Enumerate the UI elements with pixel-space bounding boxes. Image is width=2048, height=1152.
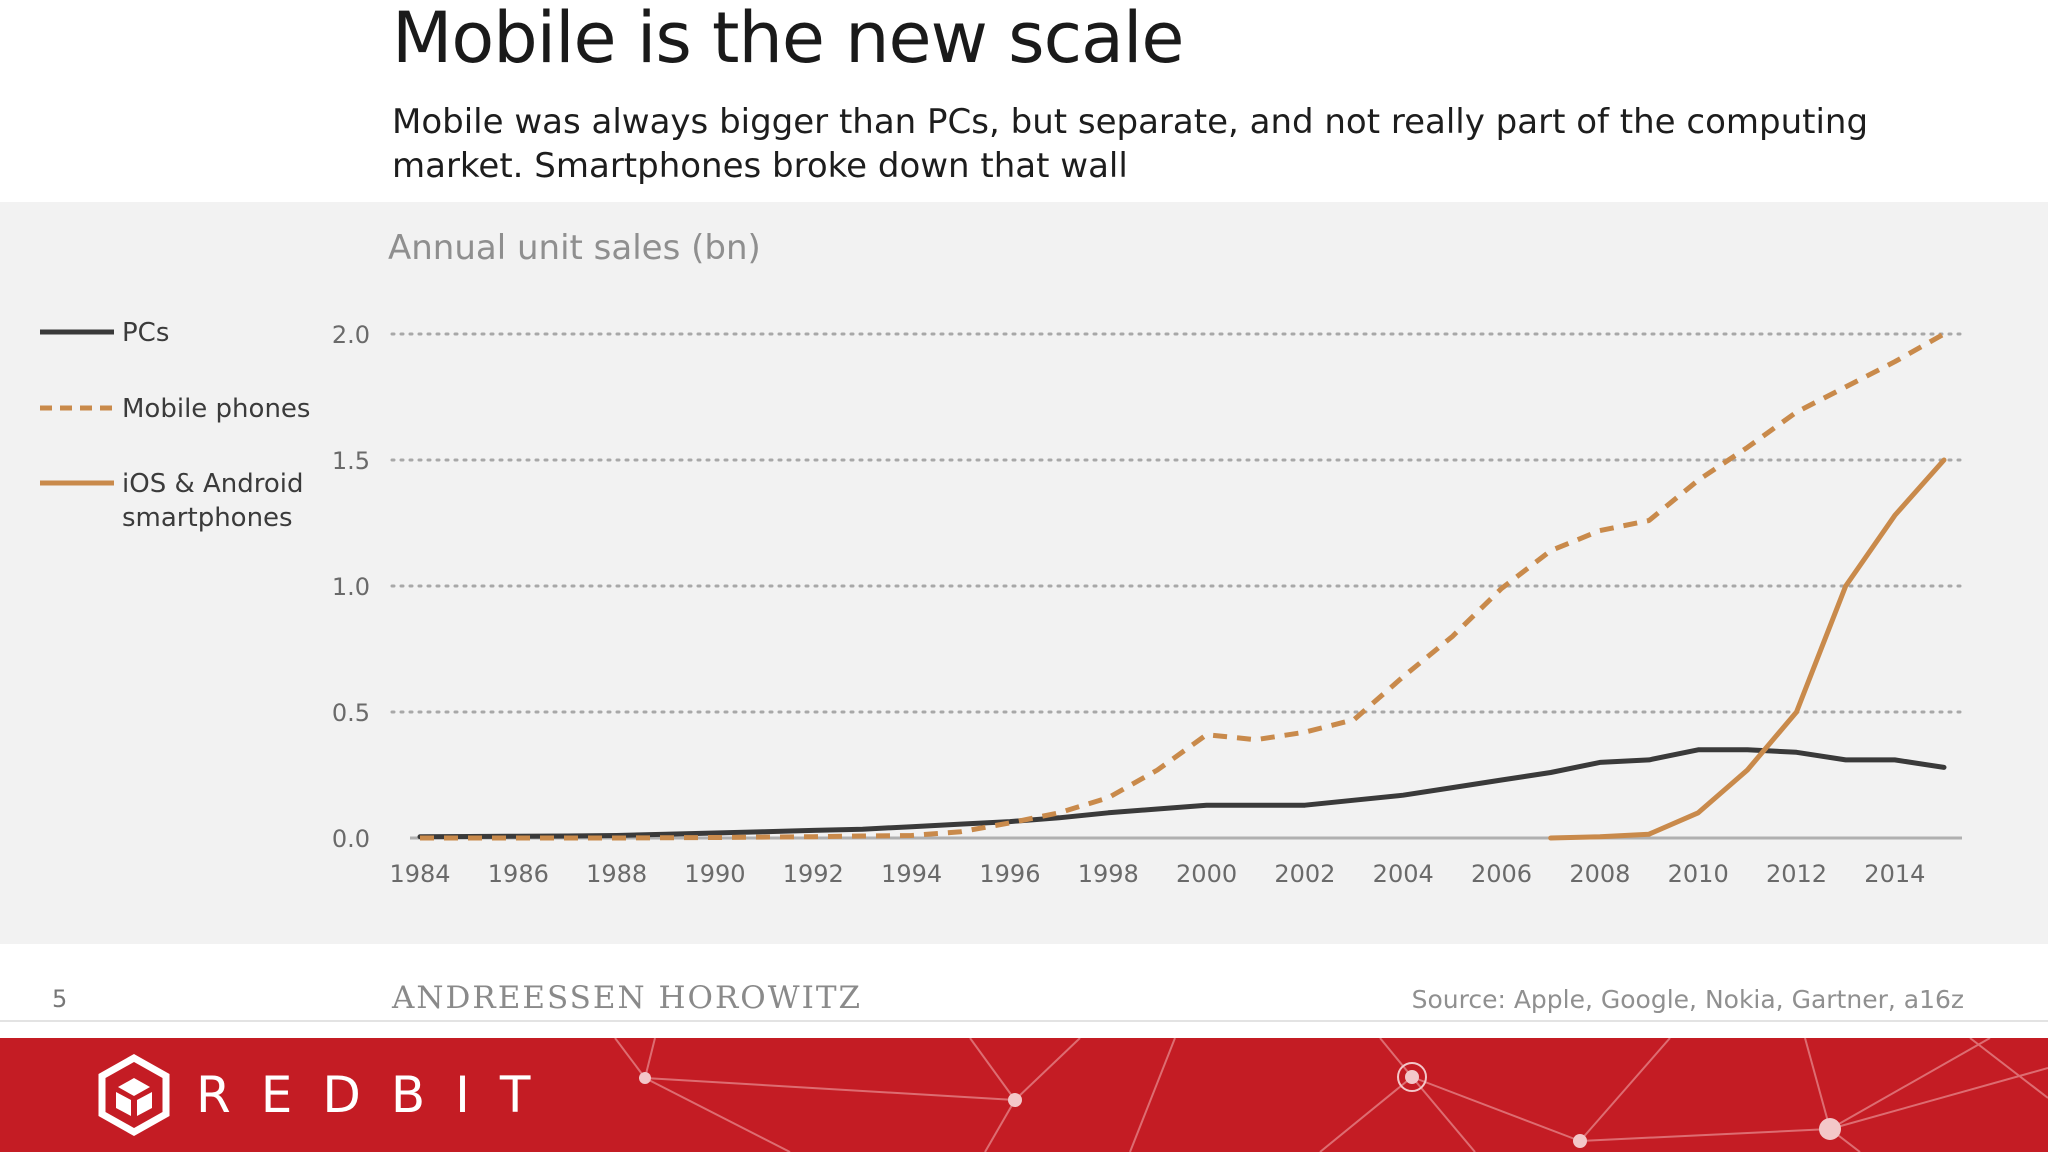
- x-tick-label: 2006: [1471, 860, 1532, 888]
- series-line-mobile-phones: [420, 331, 1946, 841]
- slide-title: Mobile is the new scale: [392, 0, 1184, 79]
- source-note: Source: Apple, Google, Nokia, Gartner, a…: [1411, 985, 1964, 1014]
- x-tick-label: 2012: [1766, 860, 1827, 888]
- y-tick-label: 0.0: [332, 825, 370, 853]
- y-tick-label: 0.5: [332, 699, 370, 727]
- x-tick-label: 1988: [586, 860, 647, 888]
- y-tick-label: 1.0: [332, 573, 370, 601]
- y-tick-label: 2.0: [332, 321, 370, 349]
- series-line-smartphones: [1548, 457, 1947, 841]
- x-tick-label: 2000: [1176, 860, 1237, 888]
- x-tick-label: 1996: [979, 860, 1040, 888]
- redbit-wordmark: REDBIT: [196, 1066, 561, 1124]
- y-tick-label: 1.5: [332, 447, 370, 475]
- page-number: 5: [52, 985, 68, 1013]
- x-tick-label: 1986: [488, 860, 549, 888]
- footer-divider: [0, 1020, 2048, 1022]
- redbit-logo-icon: [98, 1054, 170, 1136]
- network-graphic: [614, 1038, 2048, 1152]
- legend-label-mobile-phones: Mobile phones: [122, 394, 310, 424]
- x-tick-label: 1984: [389, 860, 450, 888]
- x-tick-label: 2008: [1569, 860, 1630, 888]
- series-line-pcs: [417, 747, 1947, 840]
- x-tick-label: 2002: [1274, 860, 1335, 888]
- x-tick-label: 1992: [783, 860, 844, 888]
- redbit-banner: REDBIT: [0, 1038, 2048, 1152]
- x-tick-label: 1998: [1078, 860, 1139, 888]
- line-chart: Annual unit sales (bn) 0.0 0.5 1.0 1.5 2.0 19…: [40, 228, 1964, 888]
- x-tick-label: 1994: [881, 860, 942, 888]
- x-tick-label: 1990: [684, 860, 745, 888]
- chart-panel: Annual unit sales (bn) 0.0 0.5 1.0 1.5 2.0 19…: [0, 202, 2048, 944]
- x-tick-label: 2010: [1668, 860, 1729, 888]
- brand-name: ANDREESSEN HOROWITZ: [392, 980, 863, 1016]
- chart-title: Annual unit sales (bn): [388, 228, 761, 268]
- legend-label-smartphones: iOS & Android smartphones: [122, 469, 304, 533]
- x-tick-label: 2004: [1373, 860, 1434, 888]
- slide-subtitle: Mobile was always bigger than PCs, but s…: [392, 102, 1869, 186]
- x-tick-label: 2014: [1864, 860, 1925, 888]
- legend-label-pcs: PCs: [122, 318, 169, 348]
